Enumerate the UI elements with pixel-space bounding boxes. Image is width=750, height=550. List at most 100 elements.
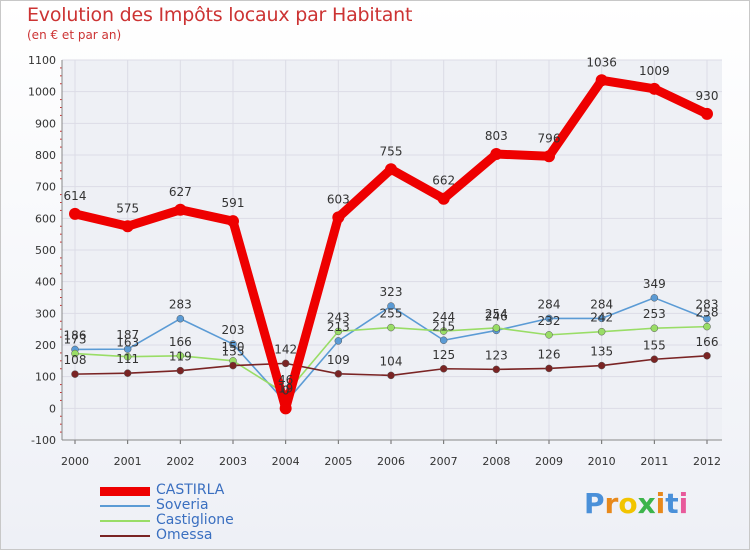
x-tick-label: 2003 bbox=[219, 455, 247, 468]
data-label-soveria: 284 bbox=[538, 297, 561, 311]
data-point-castirla bbox=[701, 107, 713, 120]
y-tick-label: 1000 bbox=[28, 86, 56, 99]
data-point-castirla bbox=[121, 220, 134, 233]
data-point-omessa bbox=[123, 369, 132, 377]
data-point-soveria bbox=[123, 345, 132, 353]
x-tick-label: 2002 bbox=[166, 455, 194, 468]
legend-swatch bbox=[100, 535, 150, 537]
data-label-castirla: 1009 bbox=[639, 64, 670, 78]
data-label-castirla: 796 bbox=[538, 131, 561, 145]
data-label-soveria: 349 bbox=[643, 277, 666, 291]
data-label-omessa: 142 bbox=[274, 342, 297, 356]
data-point-castiglione bbox=[703, 322, 711, 331]
legend-swatch bbox=[100, 505, 150, 507]
y-tick-label: 700 bbox=[35, 181, 56, 194]
legend-swatch bbox=[100, 520, 150, 522]
data-point-castiglione bbox=[545, 331, 553, 339]
data-label-castiglione: 255 bbox=[380, 307, 403, 321]
data-label-omessa: 123 bbox=[485, 348, 508, 362]
chart-subtitle: (en € et par an) bbox=[27, 28, 122, 42]
data-point-castirla bbox=[490, 148, 503, 161]
data-point-omessa bbox=[492, 365, 501, 374]
data-point-omessa bbox=[229, 361, 237, 370]
data-point-soveria bbox=[334, 337, 343, 345]
logo-letter: t bbox=[665, 487, 679, 520]
data-label-omessa: 104 bbox=[380, 354, 403, 368]
data-label-omessa: 125 bbox=[432, 348, 455, 362]
data-label-castiglione: 253 bbox=[643, 307, 666, 321]
data-point-soveria bbox=[650, 294, 659, 302]
data-point-omessa bbox=[334, 370, 343, 378]
data-label-castiglione: 173 bbox=[64, 333, 87, 347]
data-label-castirla: 575 bbox=[116, 201, 139, 215]
logo-letter: i bbox=[678, 487, 689, 520]
data-label-castirla: 803 bbox=[485, 129, 508, 143]
data-label-soveria: 284 bbox=[590, 297, 613, 311]
data-point-soveria bbox=[229, 340, 237, 348]
y-tick-label: 900 bbox=[35, 117, 56, 130]
data-point-omessa bbox=[545, 364, 553, 373]
logo-letter: x bbox=[637, 487, 656, 520]
data-point-castiglione bbox=[492, 324, 501, 332]
data-label-soveria: 215 bbox=[432, 319, 455, 333]
data-label-castirla: 755 bbox=[380, 144, 403, 158]
y-tick-label: 300 bbox=[35, 307, 56, 320]
data-point-castiglione bbox=[387, 323, 395, 332]
data-label-castiglione: 150 bbox=[222, 340, 245, 354]
data-point-omessa bbox=[71, 370, 79, 378]
data-label-castirla: 0 bbox=[282, 383, 290, 397]
data-point-soveria bbox=[597, 314, 606, 323]
data-point-castirla bbox=[69, 207, 81, 220]
data-label-castiglione: 244 bbox=[432, 310, 455, 324]
data-label-omessa: 126 bbox=[538, 347, 561, 361]
data-point-castirla bbox=[385, 163, 397, 176]
x-tick-label: 2005 bbox=[324, 455, 352, 468]
data-label-omessa: 109 bbox=[327, 353, 350, 367]
data-point-castirla bbox=[332, 211, 345, 224]
data-point-soveria bbox=[176, 314, 185, 323]
data-label-castirla: 591 bbox=[222, 196, 245, 210]
y-tick-label: 500 bbox=[35, 244, 56, 257]
data-label-castiglione: 163 bbox=[116, 336, 139, 350]
data-label-omessa: 166 bbox=[696, 335, 719, 349]
legend-label: CASTIRLA bbox=[156, 482, 225, 498]
data-point-castirla bbox=[279, 402, 292, 415]
data-point-castirla bbox=[174, 203, 187, 216]
data-point-castiglione bbox=[597, 327, 606, 336]
x-tick-label: 2004 bbox=[272, 455, 300, 468]
legend-label: Soveria bbox=[156, 497, 209, 513]
data-label-castiglione: 166 bbox=[169, 335, 192, 349]
data-label-castirla: 930 bbox=[696, 89, 719, 103]
y-tick-label: -100 bbox=[31, 434, 56, 447]
data-point-castiglione bbox=[439, 327, 448, 335]
data-point-soveria bbox=[439, 336, 448, 344]
x-tick-label: 2011 bbox=[640, 455, 668, 468]
y-tick-label: 0 bbox=[49, 402, 56, 415]
data-label-soveria: 19 bbox=[278, 381, 293, 395]
data-label-soveria: 283 bbox=[169, 298, 192, 312]
data-point-castirla bbox=[437, 192, 450, 205]
data-point-soveria bbox=[545, 314, 553, 323]
logo-letter: P bbox=[584, 487, 605, 520]
data-label-castirla: 603 bbox=[327, 192, 350, 206]
x-tick-label: 2006 bbox=[377, 455, 405, 468]
data-label-castiglione: 46 bbox=[278, 373, 293, 387]
y-tick-label: 1100 bbox=[28, 54, 56, 67]
data-label-soveria: 283 bbox=[696, 298, 719, 312]
data-label-omessa: 155 bbox=[643, 338, 666, 352]
data-point-castiglione bbox=[334, 327, 343, 336]
legend-swatch bbox=[100, 486, 150, 496]
logo-letter: o bbox=[618, 487, 638, 520]
x-tick-label: 2010 bbox=[588, 455, 616, 468]
data-point-castirla bbox=[648, 82, 661, 95]
data-label-omessa: 135 bbox=[590, 345, 613, 359]
legend-label: Omessa bbox=[156, 527, 213, 543]
data-point-castirla bbox=[543, 150, 555, 163]
data-label-soveria: 187 bbox=[116, 328, 139, 342]
data-point-soveria bbox=[703, 314, 711, 323]
data-label-castiglione: 254 bbox=[485, 307, 508, 321]
chart-title: Evolution des Impôts locaux par Habitant bbox=[27, 4, 413, 26]
x-tick-label: 2001 bbox=[114, 455, 142, 468]
data-label-castiglione: 232 bbox=[538, 314, 561, 328]
data-label-castirla: 1036 bbox=[586, 55, 617, 69]
